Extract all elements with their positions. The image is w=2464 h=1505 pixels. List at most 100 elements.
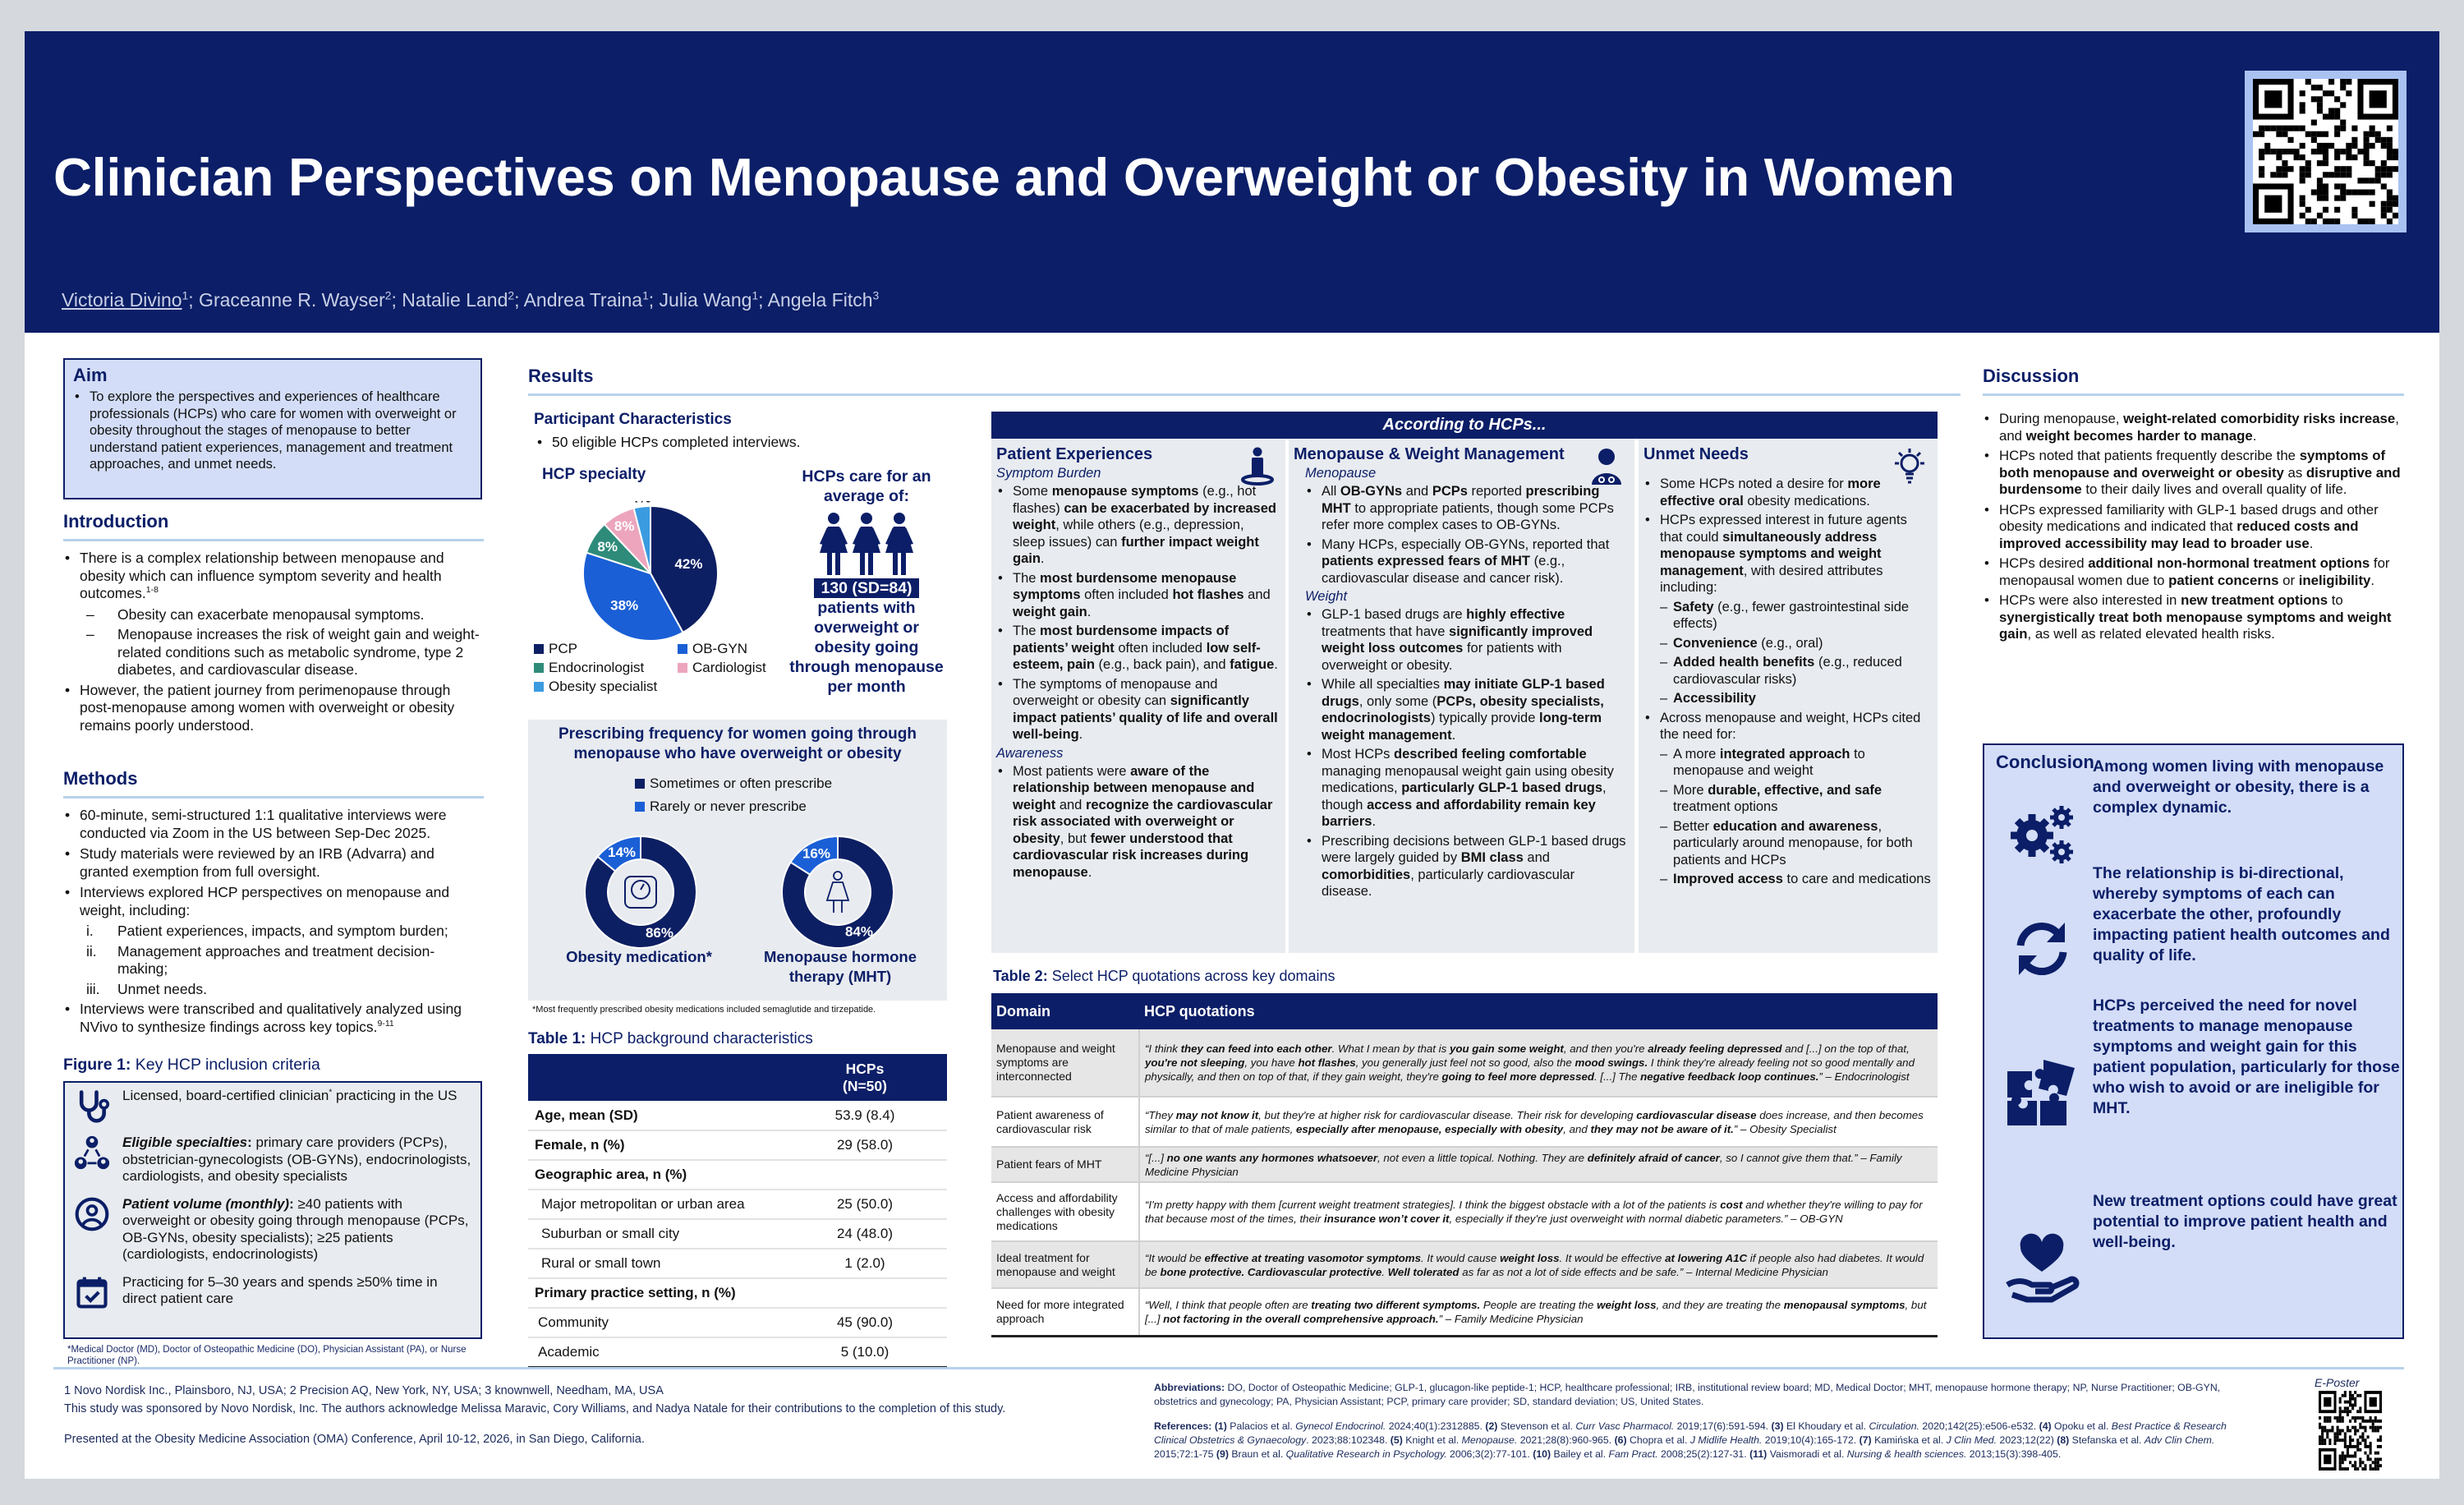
text-run: definitely afraid of cancer <box>1587 1151 1720 1164</box>
text-run: not factoring in the overall comprehensi… <box>1163 1312 1439 1325</box>
text-run: A more <box>1673 746 1720 762</box>
qr-module <box>2346 189 2352 196</box>
qr-module <box>2354 1444 2357 1448</box>
criterion-text: Eligible specialties: primary care provi… <box>122 1135 472 1185</box>
qr-module <box>2341 1461 2344 1465</box>
eposter-qr-code-icon[interactable] <box>2319 1391 2382 1470</box>
slice-label: 4% <box>631 501 651 506</box>
text-run: menopause symptoms <box>1051 484 1199 499</box>
qr-module <box>2338 1461 2342 1465</box>
qr-module <box>2346 1444 2349 1448</box>
text-run: (e.g., oral) <box>1757 635 1823 651</box>
text-run: (7) <box>1859 1434 1872 1446</box>
qr-module <box>2359 1435 2362 1439</box>
qr-module <box>2276 125 2282 131</box>
qr-module <box>2346 148 2352 155</box>
table-row: Community 45 (90.0) <box>528 1308 947 1338</box>
qr-module <box>2346 166 2352 173</box>
qr-module <box>2282 148 2288 155</box>
qr-module <box>2343 1393 2347 1397</box>
qr-module <box>2305 218 2311 224</box>
list-item: – More durable, effective, and safe treat… <box>1643 782 1931 816</box>
qr-module <box>2346 90 2352 97</box>
average-title: HCPs care for an average of: <box>802 467 931 505</box>
bullet-marker: • <box>1984 411 1989 426</box>
text-run: may not know it <box>1175 1108 1259 1121</box>
text-run: Across menopause and weight, HCPs cited … <box>1660 710 1921 743</box>
slice-1 <box>582 551 684 641</box>
row-label: Major metropolitan or urban area <box>528 1190 783 1220</box>
qr-module <box>2357 189 2364 196</box>
qr-module <box>2369 1444 2372 1448</box>
results-heading: Results <box>528 366 594 386</box>
qr-module <box>2351 125 2358 131</box>
qr-module <box>2333 1435 2337 1439</box>
symptom-burden-list: • Some menopause symptoms (e.g., hot flas… <box>996 483 1279 743</box>
table-row: Patient fears of MHT “[...] no one wants … <box>991 1147 1938 1183</box>
slice-label: 84% <box>845 923 873 939</box>
text-run: HCPs expressed familiarity with GLP-1 ba… <box>1999 501 2379 535</box>
bullet-marker: • <box>75 389 80 404</box>
qr-module <box>2348 1393 2352 1397</box>
qr-module <box>2299 177 2305 184</box>
text-run: and <box>1243 587 1271 602</box>
qr-module <box>2354 1403 2357 1407</box>
text-run: negative feedback loop continues. <box>1640 1070 1819 1083</box>
text-run: Table 2: <box>993 968 1048 984</box>
qr-module <box>2253 131 2259 137</box>
qr-module <box>2338 1432 2342 1436</box>
text-run: 60-minute, semi-structured 1:1 qualitati… <box>80 807 447 841</box>
qr-module <box>2293 154 2300 161</box>
text-run: Key HCP inclusion criteria <box>131 1056 320 1074</box>
qr-code-icon[interactable] <box>2245 71 2407 232</box>
qr-module <box>2305 206 2311 213</box>
qr-module <box>2379 1438 2382 1443</box>
text-run: Most patients were <box>1013 763 1131 779</box>
text-run: ; Angela Fitch <box>758 289 873 311</box>
conclusion-text: New treatment options could have great p… <box>2093 1192 2397 1251</box>
text-run: More <box>1673 782 1708 798</box>
qr-module <box>2305 172 2311 178</box>
list-item: • Across menopause and weight, HCPs cited… <box>1643 710 1931 743</box>
text-run: most burdensome menopause symptoms <box>1013 570 1237 603</box>
qr-module <box>2348 1397 2352 1401</box>
qr-module <box>2386 154 2393 161</box>
qr-module <box>2270 125 2277 131</box>
row-label: Community <box>528 1308 783 1338</box>
weight-list: • GLP-1 based drugs are highly effective … <box>1305 606 1628 900</box>
qr-module <box>2386 189 2393 196</box>
text-run: (9) <box>1216 1448 1229 1460</box>
qr-module <box>2328 90 2335 97</box>
list-item: i. Patient experiences, impacts, and symp… <box>63 923 484 941</box>
text-run: obesity medications. <box>1743 493 1870 509</box>
bullet-marker: • <box>1645 513 1650 527</box>
qr-module <box>2328 1429 2332 1433</box>
bullet-marker: • <box>65 884 71 900</box>
legend-item: Cardiologist <box>678 658 809 677</box>
legend-swatch <box>534 644 544 654</box>
prescribing-legend: Sometimes or often prescribe Rarely or n… <box>635 772 832 818</box>
list-item: • All OB-GYNs and PCPs reported prescribi… <box>1305 483 1628 534</box>
text-run: Curr Vasc Pharmacol. <box>1575 1420 1675 1432</box>
qr-module <box>2328 142 2335 149</box>
row-value <box>783 1278 947 1309</box>
text-run: hot flashes <box>1298 1056 1356 1069</box>
table1-caption: Table 1: HCP background characteristics <box>528 1030 813 1048</box>
text-run: highly effective <box>1466 607 1565 622</box>
qr-module <box>2348 1410 2352 1414</box>
qr-module <box>2363 189 2370 196</box>
divider <box>63 796 484 799</box>
figure1-footnote: *Medical Doctor (MD), Doctor of Osteopat… <box>67 1345 467 1366</box>
affiliations: 1 Novo Nordisk Inc., Plainsboro, NJ, USA… <box>64 1384 664 1397</box>
qr-module <box>2369 142 2375 149</box>
row-label: Geographic area, n (%) <box>528 1160 783 1190</box>
list-item: • The most burdensome menopause symptoms … <box>996 570 1279 621</box>
qr-module <box>2380 200 2387 207</box>
text-run: (e.g., reduced cardiovascular risks) <box>1673 655 1902 687</box>
legend-label: OB-GYN <box>692 641 748 656</box>
list-item: – Menopause increases the risk of weight … <box>63 626 484 679</box>
qr-module <box>2348 1438 2352 1443</box>
qr-module <box>2340 79 2347 85</box>
text-run: Adv Clin Chem. <box>2144 1434 2215 1446</box>
text-run: Study materials were reviewed by an IRB … <box>80 845 434 880</box>
